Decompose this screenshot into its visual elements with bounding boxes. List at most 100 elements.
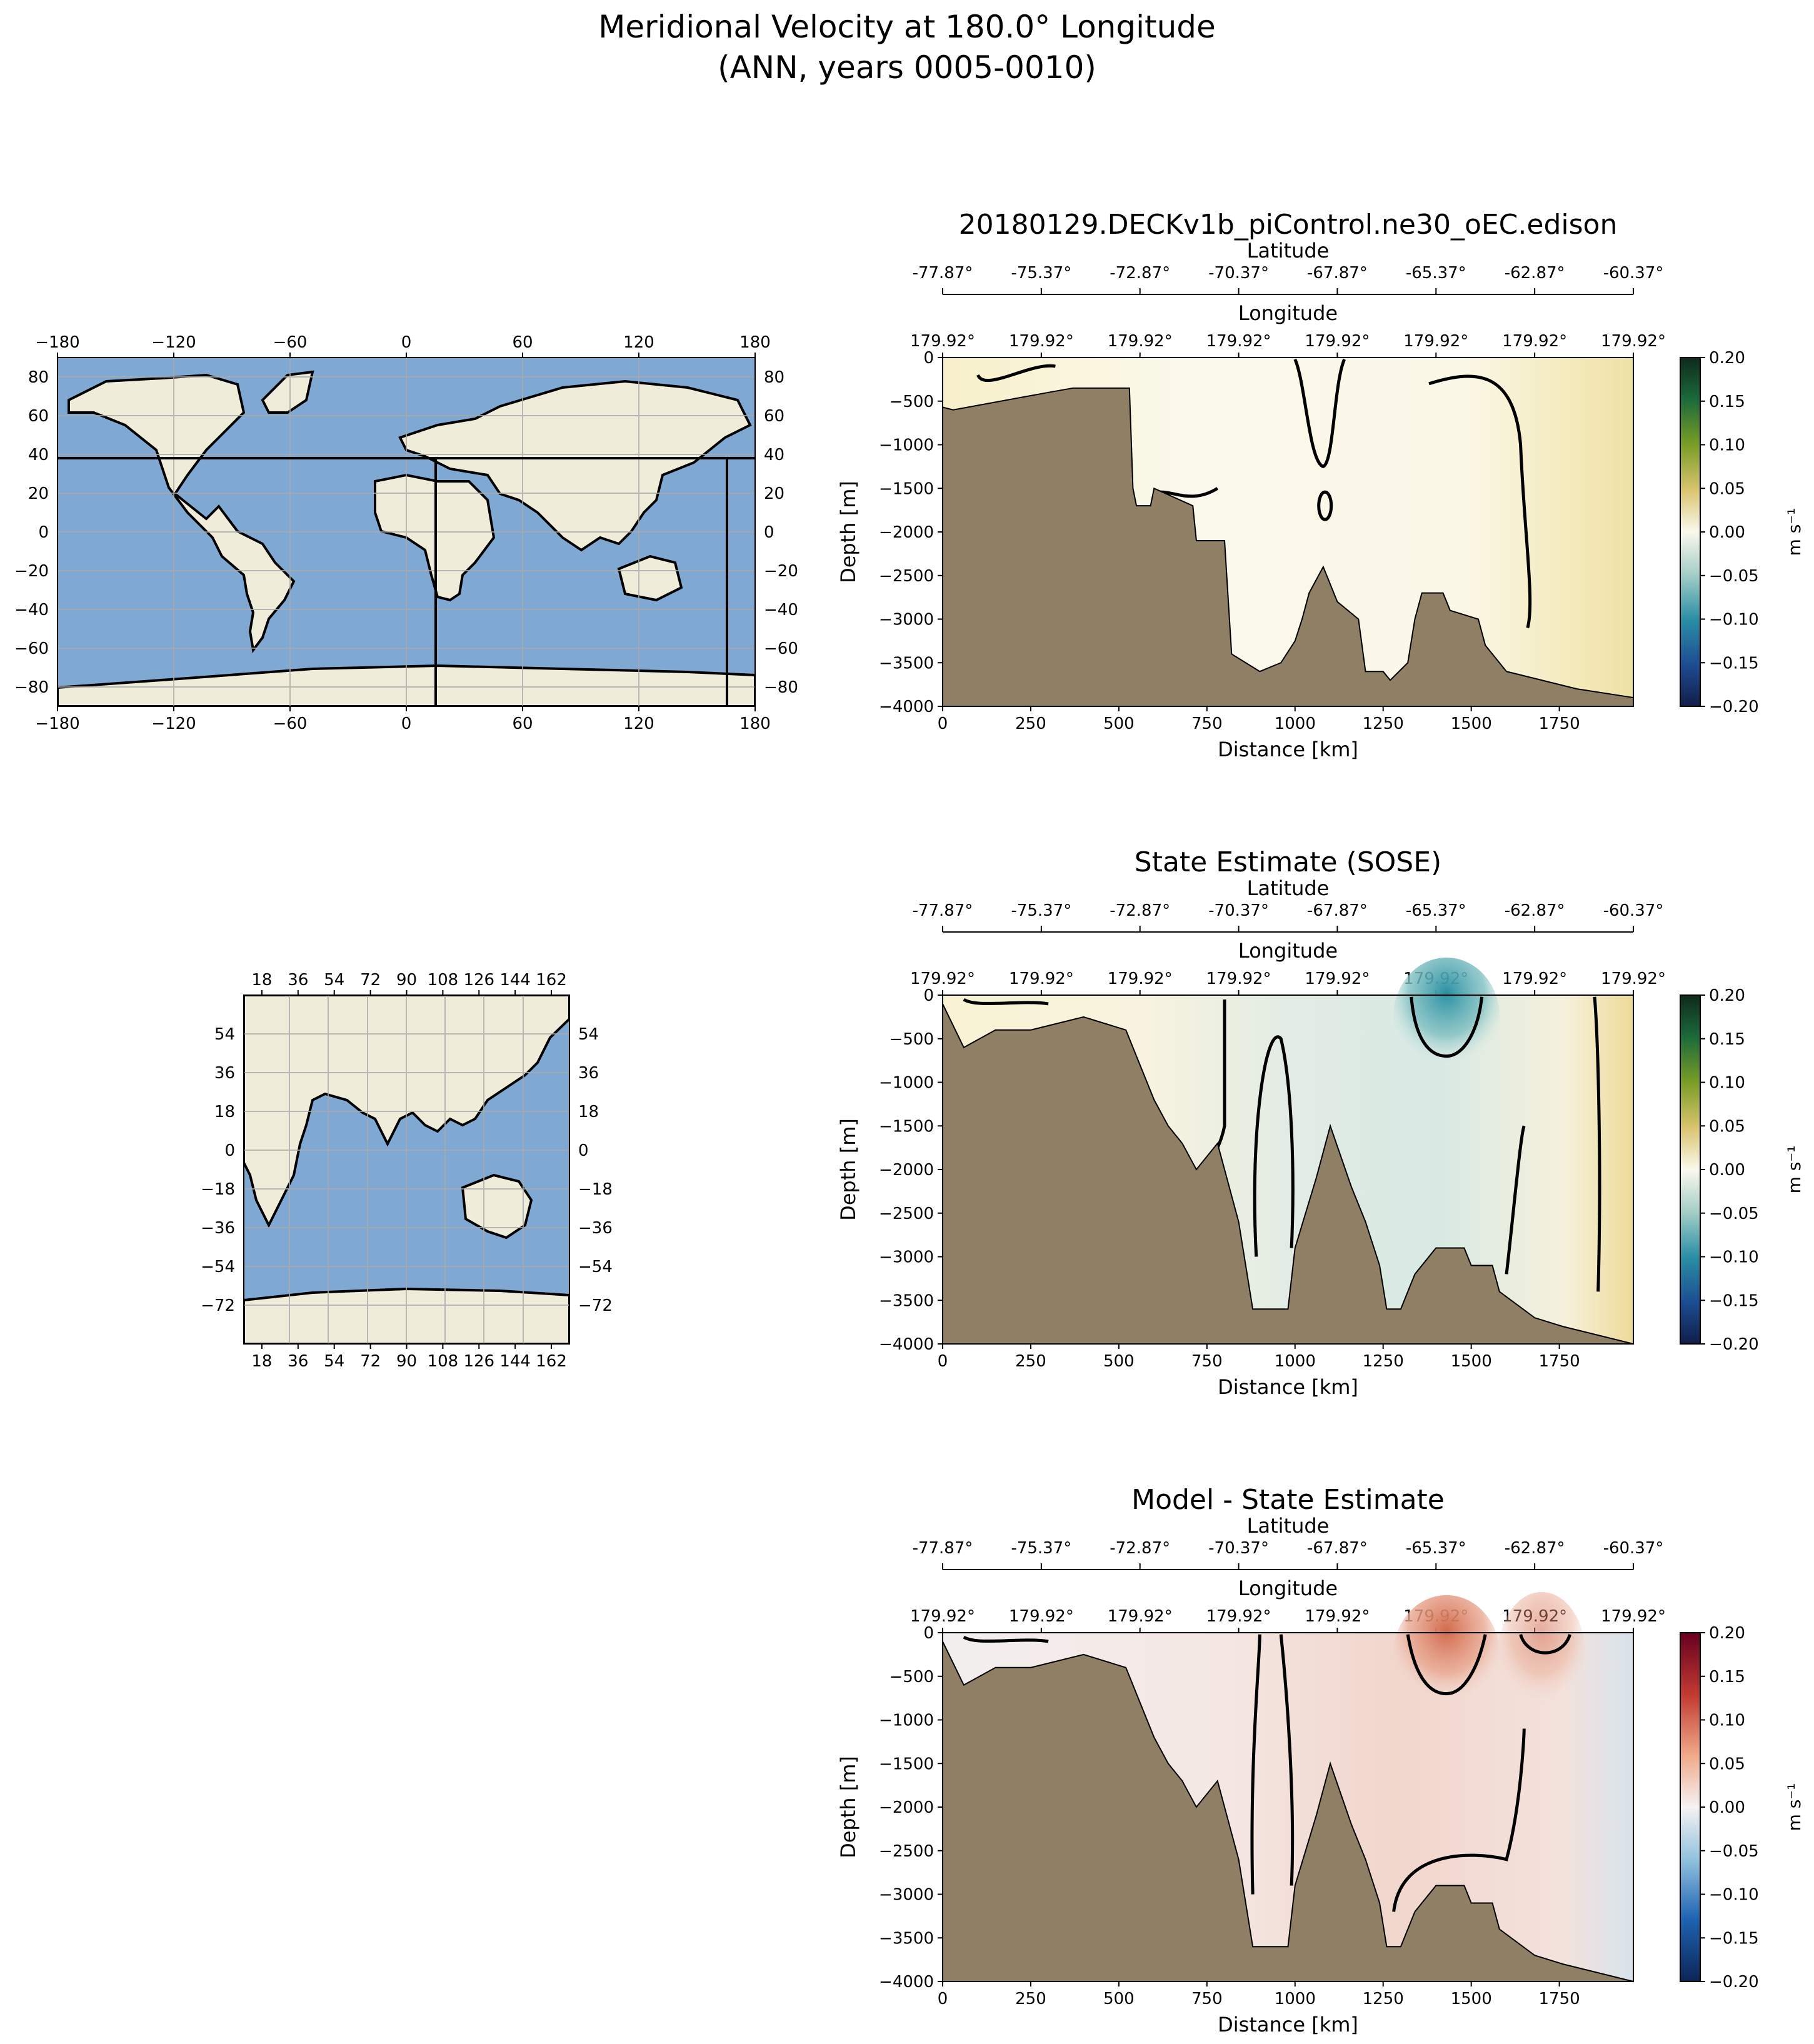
x-tick-label: 0 <box>938 1990 948 2008</box>
latitude-tick-label: -75.37° <box>1011 1539 1071 1558</box>
zero-contour-line <box>1293 358 1346 469</box>
latitude-tick-label: -72.87° <box>1110 1539 1170 1558</box>
figure-subtitle: (ANN, years 0005-0010) <box>718 49 1096 86</box>
x-tick-label: 750 <box>1191 714 1223 733</box>
zero-contour-line <box>963 998 1049 1006</box>
longitude-axis-label: Longitude <box>1238 939 1338 963</box>
zero-contours <box>963 996 1601 1292</box>
map-x-tick-label-top: 36 <box>288 971 308 989</box>
y-tick-label: −500 <box>889 393 934 411</box>
regional-map-x-ticks-top: 18 36 54 72 90 108 126 144 162 <box>251 971 567 995</box>
x-axis-label: Distance [km] <box>1218 1375 1358 1399</box>
map-x-tick-label-top: 180 <box>739 333 771 352</box>
longitude-tick-label: 179.92° <box>910 1607 975 1626</box>
colorbar-tick-label: 0.20 <box>1709 1624 1745 1643</box>
colorbar-tick-label: −0.10 <box>1709 1248 1759 1267</box>
longitude-tick-label: 179.92° <box>1206 1607 1271 1626</box>
map-x-tick-label-top: 60 <box>512 333 533 352</box>
colorbar <box>1680 357 1701 707</box>
y-tick-label: −2500 <box>879 567 934 586</box>
map-x-tick-label-bottom: 18 <box>251 1352 272 1371</box>
latitude-tick-label: -62.87° <box>1505 901 1565 920</box>
colorbar <box>1680 1632 1701 1982</box>
y-tick-label: −2000 <box>879 523 934 542</box>
x-tick-label: 250 <box>1015 714 1046 733</box>
y-tick-label: −1000 <box>879 1074 934 1093</box>
map-x-tick-label-top: −60 <box>273 333 308 352</box>
y-tick-label: −1000 <box>879 436 934 455</box>
zero-contours <box>963 1633 1571 1912</box>
latitude-tick-label: -72.87° <box>1110 901 1170 920</box>
longitude-axis-label: Longitude <box>1238 1576 1338 1600</box>
map-x-tick-label-bottom: 36 <box>288 1352 308 1371</box>
y-axis-label: Depth [m] <box>836 481 860 583</box>
map-x-tick-label-top: 0 <box>401 333 412 352</box>
x-tick-label: 500 <box>1103 1990 1135 2008</box>
colorbar-tick-label: 0.15 <box>1709 1030 1745 1049</box>
longitude-tick-label: 179.92° <box>1601 1607 1666 1626</box>
regional-map-gridlines <box>244 995 569 1344</box>
latitude-tick-label: -67.87° <box>1307 901 1368 920</box>
map-y-tick-label-right: 40 <box>764 446 784 464</box>
longitude-tick-label: 179.92° <box>1403 332 1468 351</box>
map-y-tick-label-left: 0 <box>38 523 49 542</box>
colorbar-label: m s⁻¹ <box>1784 1783 1805 1831</box>
latitude-axis-label: Latitude <box>1247 876 1330 900</box>
x-tick-label: 1250 <box>1363 714 1404 733</box>
zero-contour-line <box>1519 1633 1571 1655</box>
map-y-tick-label-right: −20 <box>764 562 798 581</box>
x-tick-label: 500 <box>1103 1352 1135 1371</box>
panel-title: State Estimate (SOSE) <box>1135 846 1441 878</box>
x-tick-label: 1750 <box>1539 1352 1580 1371</box>
zero-contour-line <box>1253 1035 1295 1257</box>
map-y-tick-label-right: 18 <box>578 1103 599 1121</box>
latitude-tick-label: -75.37° <box>1011 264 1071 283</box>
y-axis-label: Depth [m] <box>836 1118 860 1221</box>
latitude-tick-label: -60.37° <box>1603 1539 1664 1558</box>
y-tick-label: −500 <box>889 1668 934 1686</box>
map-y-tick-label-left: −40 <box>14 601 49 619</box>
map-x-tick-label-top: 54 <box>324 971 344 989</box>
latitude-tick-label: -60.37° <box>1603 264 1664 283</box>
zero-contour-line <box>1279 1634 1295 1886</box>
longitude-tick-label: 179.92° <box>910 332 975 351</box>
latitude-tick-label: -67.87° <box>1307 264 1368 283</box>
colorbar-tick-label: 0.15 <box>1709 1668 1745 1686</box>
latitude-tick-label: -62.87° <box>1505 264 1565 283</box>
latitude-axis-label: Latitude <box>1247 239 1330 263</box>
y-tick-label: −3500 <box>879 654 934 673</box>
latitude-tick-label: -62.87° <box>1505 1539 1565 1558</box>
zero-contour-line <box>1250 1634 1261 1895</box>
map-x-tick-label-bottom: 144 <box>499 1352 531 1371</box>
colorbar-tick-label: 0.00 <box>1709 523 1745 542</box>
colorbar-tick-label: 0.10 <box>1709 436 1745 455</box>
y-tick-label: 0 <box>923 349 934 368</box>
map-y-tick-label-right: 20 <box>764 484 784 503</box>
x-tick-label: 1750 <box>1539 714 1580 733</box>
colorbar-tick-label: 0.05 <box>1709 1755 1745 1773</box>
seafloor-bathymetry <box>942 387 1634 707</box>
y-tick-label: −4000 <box>879 698 934 716</box>
map-y-tick-label-left: 18 <box>214 1103 235 1121</box>
latitude-axis-label: Latitude <box>1247 1514 1330 1538</box>
map-y-tick-label-right: −54 <box>578 1258 613 1276</box>
longitude-tick-label: 179.92° <box>1108 332 1173 351</box>
colorbar-tick-label: −0.20 <box>1709 1973 1759 1991</box>
map-y-tick-label-right: −18 <box>578 1180 613 1199</box>
map-y-tick-label-left: 40 <box>28 446 49 464</box>
map-x-tick-label-bottom: 108 <box>428 1352 459 1371</box>
map-x-tick-label-bottom: 60 <box>512 714 533 733</box>
global-map-y-ticks-right: 80 60 40 20 0 −20 −40 −60 −80 <box>764 368 798 697</box>
seafloor-bathymetry <box>942 1003 1634 1345</box>
x-axis-label: Distance [km] <box>1218 2013 1358 2036</box>
x-tick-label: 1000 <box>1275 714 1316 733</box>
colorbar-tick-label: 0.00 <box>1709 1161 1745 1180</box>
figure-title: Meridional Velocity at 180.0° Longitude <box>598 9 1216 45</box>
zero-contour-line <box>1392 1728 1526 1912</box>
y-tick-label: −2000 <box>879 1161 934 1180</box>
y-tick-label: −3000 <box>879 1886 934 1905</box>
colorbar-tick-label: −0.20 <box>1709 1335 1759 1354</box>
latitude-tick-label: -67.87° <box>1307 1539 1368 1558</box>
seafloor-bathymetry <box>942 1641 1634 1982</box>
